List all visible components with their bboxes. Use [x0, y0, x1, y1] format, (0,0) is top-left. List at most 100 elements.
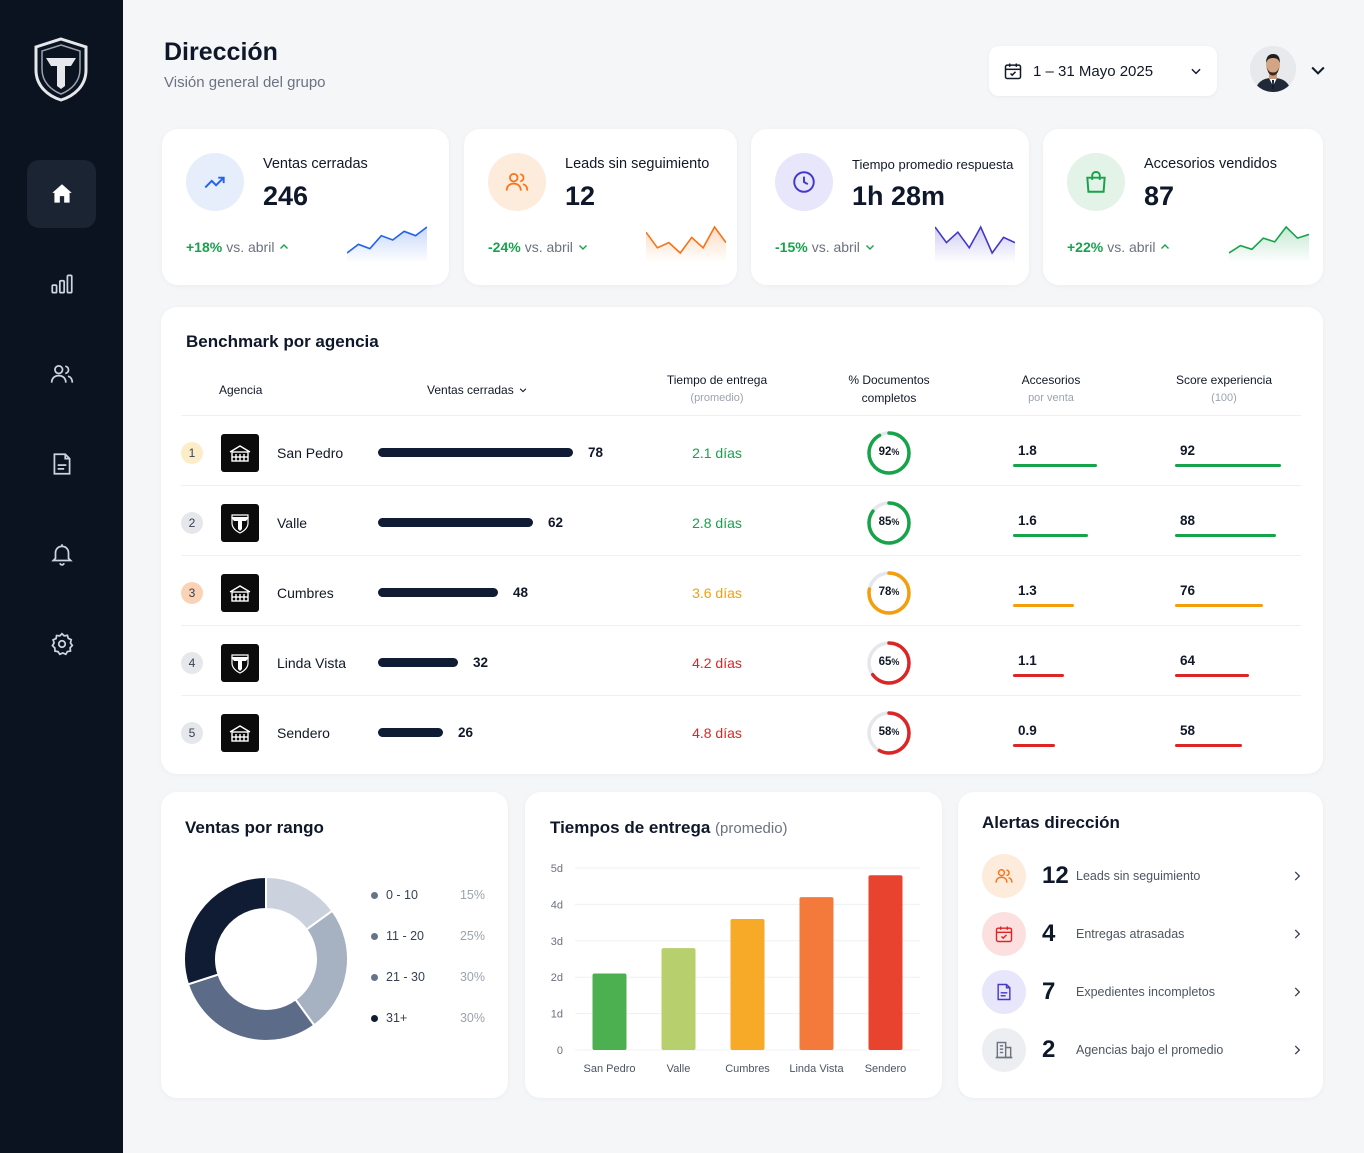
- bar: [799, 897, 834, 1050]
- score-value: 76: [1180, 583, 1196, 598]
- profile-menu-chevron-icon[interactable]: [1308, 60, 1328, 80]
- sidebar: [0, 0, 123, 1153]
- nav-home[interactable]: [27, 160, 96, 228]
- bell-icon: [50, 544, 73, 566]
- kpi-label: Accesorios vendidos: [1144, 156, 1277, 172]
- kpi-card-tiempo: Tiempo promedio respuesta 1h 28m -15% vs…: [751, 129, 1029, 285]
- kpi-delta-compare: vs. abril: [524, 239, 573, 255]
- y-tick-label: 3d: [551, 936, 563, 948]
- alert-row-leads[interactable]: 12 Leads sin seguimiento: [982, 853, 1304, 899]
- accessories-bar: [1013, 744, 1055, 747]
- document-icon: [997, 983, 1011, 1001]
- sales-range-donut: [183, 875, 349, 1042]
- rank-badge: 1: [181, 442, 203, 464]
- chevron-right-icon: [1294, 929, 1301, 939]
- docs-progress-ring: [867, 641, 911, 685]
- alert-row-deliveries[interactable]: 4 Entregas atrasadas: [982, 911, 1304, 957]
- legend-dot: [371, 1014, 378, 1022]
- kpi-icon-bg: [186, 153, 244, 211]
- score-value: 88: [1180, 513, 1196, 528]
- chevron-down-icon: [578, 245, 587, 250]
- accessories-bar: [1013, 604, 1074, 607]
- accessories-bar: [1013, 674, 1065, 677]
- kpi-label: Ventas cerradas: [263, 156, 368, 172]
- th-accessories-sub: por venta: [1028, 392, 1074, 404]
- legend-percent: 30%: [459, 970, 485, 984]
- kpi-sparkline: [935, 225, 1015, 263]
- score-bar: [1175, 464, 1281, 467]
- date-range-picker[interactable]: 1 – 31 Mayo 2025: [989, 46, 1217, 96]
- th-score-label: Score experiencia: [1175, 373, 1273, 387]
- shield-logo-icon: [231, 514, 249, 534]
- x-tick-label: Cumbres: [725, 1063, 770, 1075]
- accessories-value: 1.6: [1018, 513, 1037, 528]
- sparkline-line: [646, 225, 726, 255]
- sort-chevron-down-icon: [519, 388, 527, 393]
- agency-name: Valle: [277, 515, 308, 531]
- kpi-delta-pct: -15%: [775, 239, 808, 255]
- bar: [730, 918, 765, 1050]
- nav-reports[interactable]: [27, 250, 96, 318]
- kpi-card-accesorios: Accesorios vendidos 87 +22% vs. abril: [1043, 129, 1323, 285]
- alert-row-agencies[interactable]: 2 Agencias bajo el promedio: [982, 1027, 1304, 1073]
- sparkline-area: [1229, 227, 1309, 263]
- bar-chart-icon: [50, 274, 73, 294]
- bar: [868, 875, 903, 1050]
- accessories-bar: [1013, 534, 1088, 537]
- th-score-sub: (100): [1211, 392, 1237, 404]
- document-icon: [53, 453, 70, 475]
- y-tick-label: 0: [557, 1045, 563, 1057]
- sparkline-line: [1229, 225, 1309, 254]
- brand-logo: [34, 37, 88, 102]
- alerts-title: Alertas dirección: [982, 813, 1120, 832]
- nav-notifications[interactable]: [27, 520, 96, 588]
- calendar-icon: [995, 926, 1013, 943]
- docs-percent: 58%: [878, 726, 900, 738]
- alert-count: 2: [1042, 1036, 1056, 1063]
- delivery-time: 2.1 días: [692, 445, 742, 461]
- alert-icon-bg: [982, 1028, 1026, 1072]
- delivery-chart-title: Tiempos de entrega (promedio): [550, 818, 788, 838]
- docs-progress-ring: [867, 571, 911, 615]
- legend-dot: [371, 973, 378, 981]
- rank-badge: 2: [181, 512, 203, 534]
- kpi-delta-pct: +22%: [1067, 239, 1104, 255]
- calendar-icon: [1004, 63, 1022, 80]
- home-icon: [51, 184, 72, 203]
- building-icon: [229, 725, 251, 742]
- trend-up-icon: [204, 176, 225, 189]
- agency-logo: [221, 504, 259, 542]
- legend-label: 31+: [386, 1011, 408, 1025]
- sparkline-line: [347, 226, 427, 254]
- y-tick-label: 4d: [551, 899, 563, 911]
- alert-label: Leads sin seguimiento: [1076, 869, 1201, 883]
- kpi-value: 87: [1144, 181, 1175, 211]
- th-sales-sortable[interactable]: Ventas cerradas: [411, 381, 541, 399]
- alert-row-files[interactable]: 7 Expedientes incompletos: [982, 969, 1304, 1015]
- kpi-delta: +22% vs. abril: [1067, 239, 1171, 255]
- kpi-sparkline: [1229, 225, 1309, 263]
- agency-logo: [221, 434, 259, 472]
- nav-documents[interactable]: [27, 430, 96, 498]
- row-divider: [181, 555, 1301, 556]
- sales-value: 26: [458, 725, 474, 740]
- date-range-label: 1 – 31 Mayo 2025: [1033, 62, 1154, 80]
- avatar[interactable]: [1250, 46, 1296, 92]
- sales-range-card: Ventas por rango 0 - 10 15% 11 - 20 25% 21 -…: [161, 792, 508, 1098]
- docs-percent: 65%: [878, 656, 900, 668]
- kpi-icon-bg: [775, 153, 833, 211]
- delivery-chart-card: Tiempos de entrega (promedio) 0 1d 2d 3d 4d 5…: [525, 792, 942, 1098]
- row-divider: [181, 695, 1301, 696]
- kpi-delta-compare: vs. abril: [226, 239, 275, 255]
- agency-name: Cumbres: [277, 585, 334, 601]
- nav-users[interactable]: [27, 340, 96, 408]
- y-tick-label: 1d: [551, 1009, 563, 1021]
- alert-count: 12: [1042, 862, 1069, 889]
- benchmark-title: Benchmark por agencia: [186, 332, 379, 351]
- user-avatar-icon: [1250, 46, 1296, 92]
- nav-settings[interactable]: [27, 610, 96, 678]
- legend-dot: [371, 932, 378, 940]
- chevron-up-icon: [1161, 244, 1170, 249]
- header-divider: [181, 415, 1301, 416]
- shield-logo-icon: [231, 654, 249, 674]
